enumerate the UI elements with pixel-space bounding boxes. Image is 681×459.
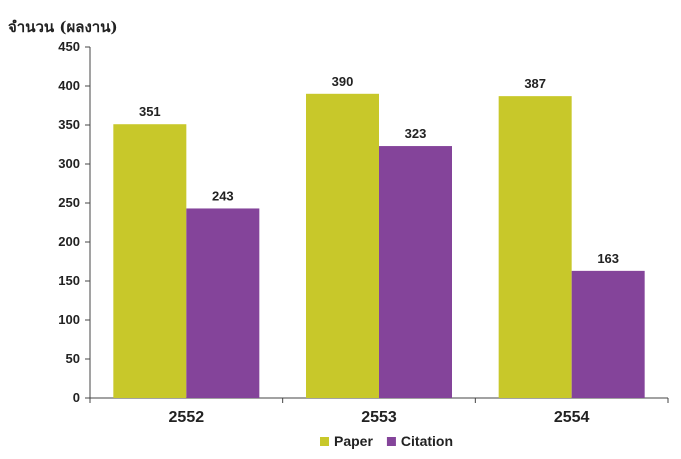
legend-swatch xyxy=(386,437,396,446)
y-tick-label: 450 xyxy=(58,39,80,54)
bar xyxy=(306,93,379,399)
y-tick-label: 100 xyxy=(58,312,80,327)
bar xyxy=(498,96,572,398)
y-tick-label: 50 xyxy=(66,351,80,366)
legend-label: Citation xyxy=(401,433,453,449)
y-tick-label: 200 xyxy=(58,234,80,249)
y-axis: 0 50 100 150 200 250 300 350 400 450 xyxy=(58,39,91,405)
bar xyxy=(379,146,452,398)
y-tick-label: 0 xyxy=(73,390,80,405)
data-label: 387 xyxy=(524,76,546,91)
y-tick-label: 300 xyxy=(58,156,80,171)
series-paper: 351 390 387 xyxy=(113,74,572,399)
y-tick-label: 250 xyxy=(58,195,80,210)
y-tick-label: 150 xyxy=(58,273,80,288)
bar xyxy=(113,124,187,398)
data-label: 390 xyxy=(332,74,354,89)
legend-label: Paper xyxy=(334,433,373,449)
data-label: 323 xyxy=(405,126,427,141)
series-citation: 243 323 163 xyxy=(186,126,645,398)
y-tick-label: 350 xyxy=(58,117,80,132)
bar-series-group: 351 390 387 243 323 163 xyxy=(113,74,645,399)
data-label: 243 xyxy=(212,188,234,203)
x-tick-label: 2552 xyxy=(169,409,205,426)
legend-swatch xyxy=(320,437,329,446)
data-label: 351 xyxy=(139,104,161,119)
bar xyxy=(571,270,645,398)
data-label: 163 xyxy=(597,251,619,266)
x-axis: 2552 2553 2554 xyxy=(89,397,669,426)
y-axis-title: จำนวน (ผลงาน) xyxy=(8,18,118,36)
bar xyxy=(186,208,260,398)
legend: Paper Citation xyxy=(320,433,453,449)
x-tick-label: 2554 xyxy=(554,409,590,426)
x-tick-label: 2553 xyxy=(361,409,397,426)
y-tick-label: 400 xyxy=(58,78,80,93)
